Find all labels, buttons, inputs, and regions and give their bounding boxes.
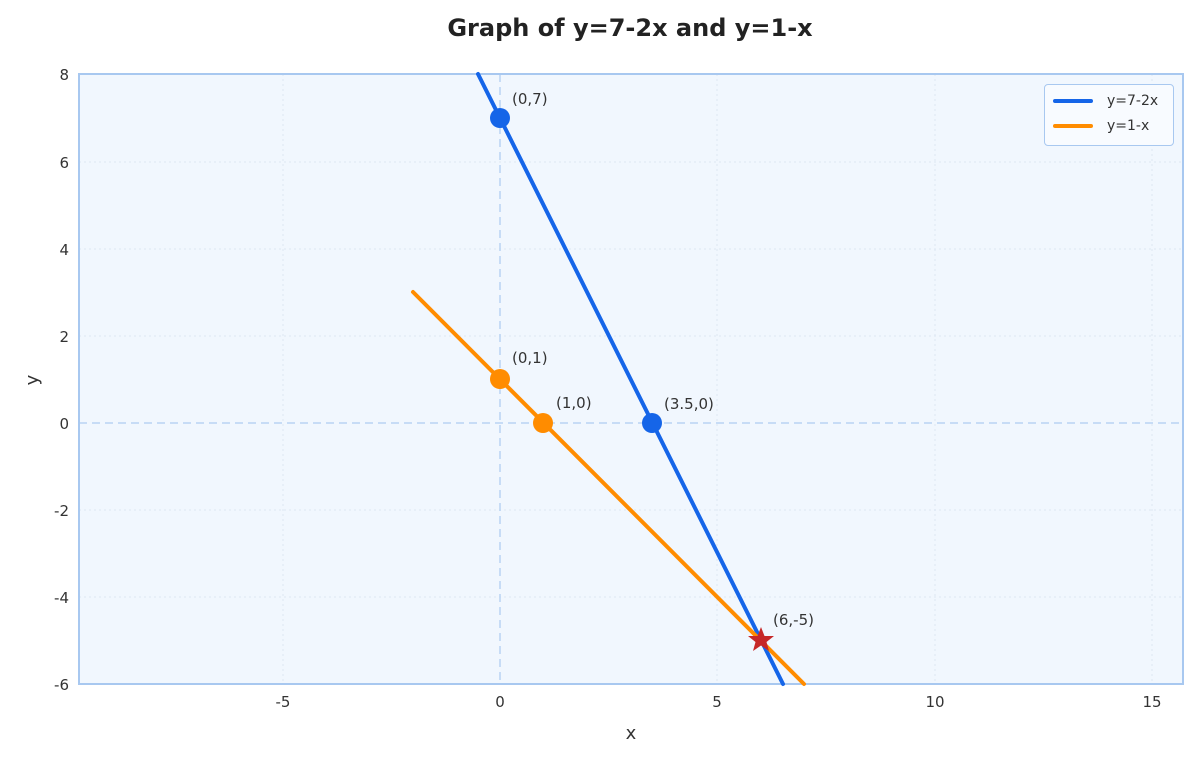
- annotation-0-7: (0,7): [512, 90, 548, 108]
- point-0-1: [490, 369, 510, 389]
- y-tick: 2: [59, 328, 69, 346]
- annotation-3.5-0: (3.5,0): [664, 395, 714, 413]
- plot-frame: [78, 73, 1184, 685]
- y-tick: 8: [59, 66, 69, 84]
- annotation-0-1: (0,1): [512, 349, 548, 367]
- y-tick: 6: [59, 154, 69, 172]
- point-1-0: [533, 413, 553, 433]
- y-tick: 4: [59, 241, 69, 259]
- line-y-1-x: [411, 290, 806, 686]
- annotation-6-neg5: (6,-5): [773, 611, 814, 629]
- x-tick: 0: [495, 693, 505, 711]
- x-tick: 10: [925, 693, 944, 711]
- legend-label: y=1-x: [1107, 118, 1150, 134]
- grid-lines: [79, 74, 1183, 684]
- x-tick: -5: [276, 693, 291, 711]
- annotation-1-0: (1,0): [556, 394, 592, 412]
- x-tick: 5: [712, 693, 722, 711]
- x-tick: 15: [1142, 693, 1161, 711]
- intersection-star-icon: [748, 627, 774, 651]
- y-axis-label: y: [22, 374, 43, 385]
- legend-swatch-blue: [1053, 99, 1093, 103]
- legend: y=7-2x y=1-x: [1044, 84, 1174, 146]
- y-tick: -6: [54, 676, 69, 694]
- x-axis-label: x: [626, 723, 637, 744]
- y-tick: -4: [54, 589, 69, 607]
- legend-item-y-7-2x: y=7-2x: [1053, 93, 1158, 109]
- legend-item-y-1-x: y=1-x: [1053, 118, 1149, 134]
- y-tick: -2: [54, 502, 69, 520]
- chart-title: Graph of y=7-2x and y=1-x: [447, 14, 813, 42]
- point-0-7: [490, 108, 510, 128]
- point-3.5-0: [642, 413, 662, 433]
- legend-swatch-orange: [1053, 124, 1093, 128]
- y-tick: 0: [59, 415, 69, 433]
- legend-label: y=7-2x: [1107, 93, 1159, 109]
- line-y-7-2x: [476, 72, 785, 686]
